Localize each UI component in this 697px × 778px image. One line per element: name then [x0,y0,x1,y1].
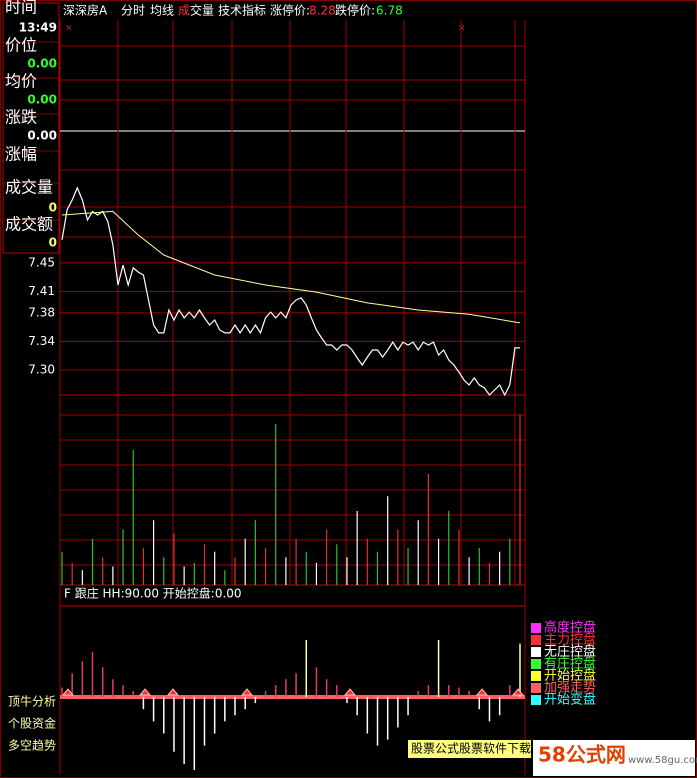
signal-arrow [240,688,254,696]
watermark-bg [533,740,695,776]
info-value: 13:49 [19,21,57,35]
marker: × [458,24,466,34]
limit-label: 跌停价: [335,3,375,18]
side-label: 多空趋势 [8,739,56,753]
legend-label: 无庄控盘 [544,644,596,660]
legend-swatch [531,635,541,645]
info-label: 均价 [5,72,37,91]
y-tick-label: 7.34 [28,334,55,348]
side-label: 顶牛分析 [8,694,56,709]
y-tick-label: 7.41 [28,284,55,298]
banner[interactable]: 股票公式股票软件下载 [411,742,531,756]
indicator-title: F 跟庄 HH:90.00 开始控盘:0.00 [64,586,242,601]
legend-swatch [531,623,541,633]
info-value: 0.00 [27,129,57,143]
legend-label: 有庄控盘 [544,656,596,672]
legend-swatch [531,671,541,681]
y-tick-label: 7.38 [28,305,55,319]
marker: × [65,24,73,34]
header: 深深房A 分时 均线 成 交量 技术指标 涨停价: 8.28 跌停价: 6.78 [63,3,403,18]
legend-label: 高度控盘 [544,620,596,636]
watermark-url: www.58gu.com [628,755,697,766]
limit-up: 8.28 [309,4,336,18]
tab[interactable]: 均线 [150,4,174,18]
legend-swatch [531,695,541,705]
tab[interactable]: 技术指标 [218,3,266,18]
legend-label: 加强走势 [544,680,596,696]
info-label: 价位 [5,36,37,55]
info-label: 成交额 [5,215,53,234]
legend-label: 主力控盘 [544,632,596,648]
tab[interactable]: 分时 [121,4,145,18]
info-label: 涨幅 [5,145,37,164]
signal-arrow [166,688,180,696]
info-label: 涨跌 [5,108,37,127]
signal-arrow [343,688,357,696]
signal-arrow [511,688,525,696]
y-tick-label: 7.45 [28,255,55,269]
y-tick-label: 7.30 [28,363,55,377]
banner-bg [408,740,531,758]
limit-label: 涨停价: [270,3,310,18]
side-label: 个股资金 [8,716,56,731]
limit-down: 6.78 [376,4,403,18]
stock-name: 深深房A [63,3,108,18]
watermark-brand: 58公式网 [538,743,626,767]
signal-arrow [61,688,75,696]
price-line [61,186,520,397]
info-value: 0 [49,201,57,215]
info-value: 0.00 [27,57,57,71]
signal-arrow [475,688,489,696]
info-value: 0 [49,236,57,250]
info-label: 时间 [5,0,37,17]
legend-swatch [531,647,541,657]
legend-label: 开始控盘 [544,668,596,684]
signal-arrow [138,688,152,696]
info-box [2,2,60,254]
tab[interactable]: 交量 [190,3,214,18]
tab[interactable]: 成 [178,4,190,18]
info-label: 成交量 [5,178,53,197]
legend-swatch [531,659,541,669]
info-value: 0.00 [27,93,57,107]
legend-label: 开始变盘 [544,692,596,708]
avg-line [61,210,521,324]
legend-swatch [531,683,541,693]
